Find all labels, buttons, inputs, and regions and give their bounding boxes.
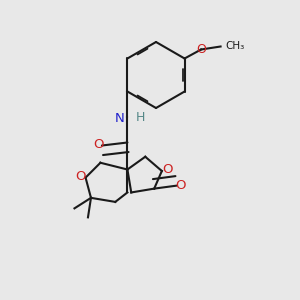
Text: O: O: [176, 179, 186, 192]
Text: O: O: [162, 163, 172, 176]
Text: CH₃: CH₃: [225, 41, 244, 52]
Text: O: O: [93, 138, 104, 152]
Text: N: N: [115, 112, 124, 125]
Text: O: O: [75, 169, 86, 183]
Text: O: O: [196, 43, 206, 56]
Text: H: H: [136, 111, 145, 124]
